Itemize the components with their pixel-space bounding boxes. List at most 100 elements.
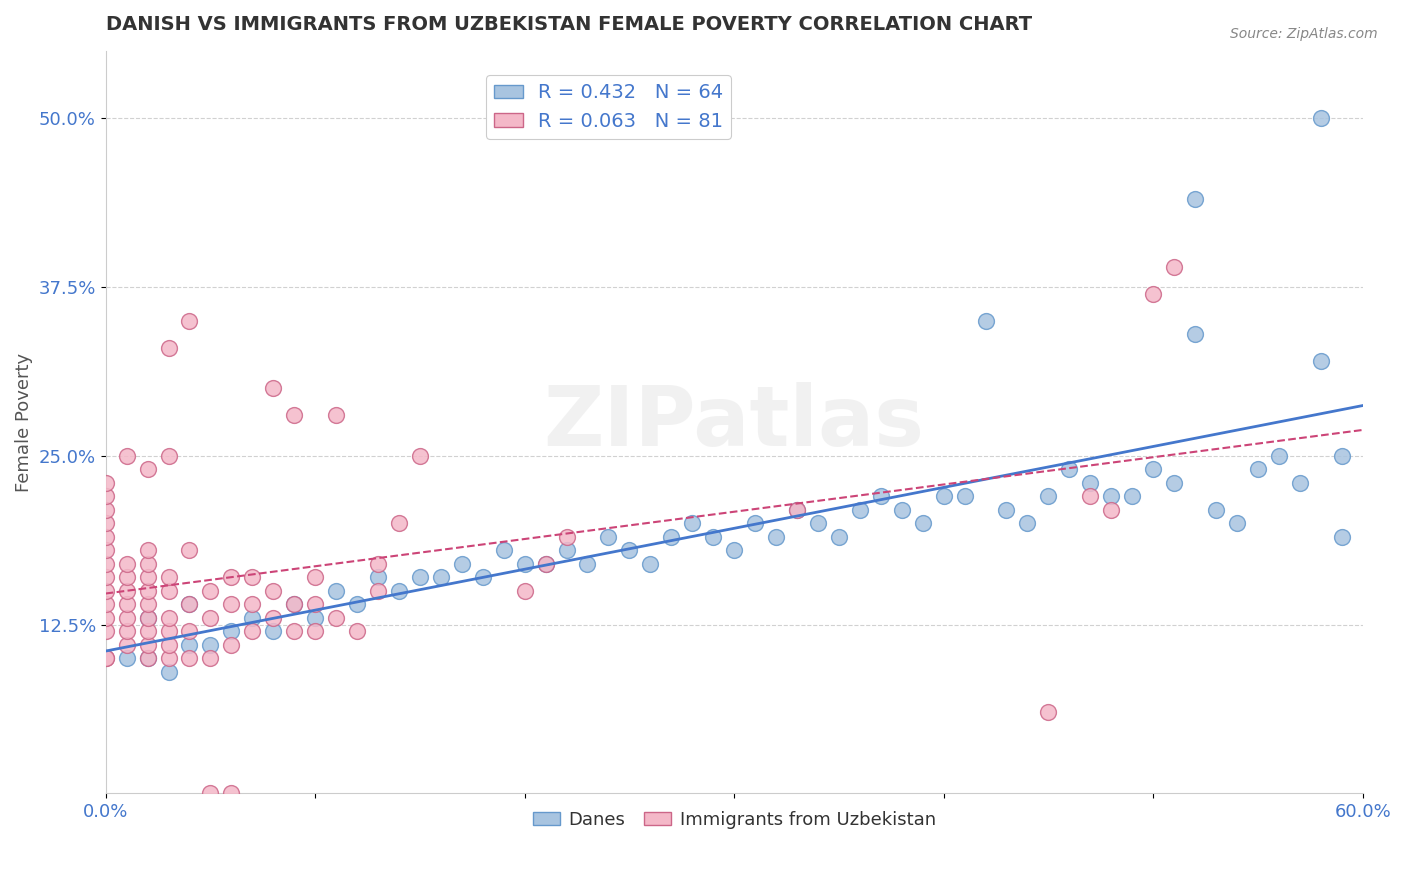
Text: ZIPatlas: ZIPatlas (544, 382, 925, 463)
Point (1330, 449, 1353, 463)
Point (136, 651, 159, 665)
Point (136, 611, 159, 625)
Point (974, 314, 997, 328)
Point (115, 449, 138, 463)
Point (157, 449, 180, 463)
Point (179, 651, 201, 665)
Point (367, 583, 389, 598)
Point (240, 598, 263, 612)
Point (1268, 449, 1291, 463)
Point (388, 583, 411, 598)
Point (157, 665, 180, 679)
Point (995, 503, 1018, 517)
Point (367, 570, 389, 584)
Point (283, 598, 305, 612)
Point (786, 503, 808, 517)
Point (136, 598, 159, 612)
Point (240, 570, 263, 584)
Point (94, 611, 117, 625)
Point (157, 651, 180, 665)
Point (1099, 503, 1122, 517)
Point (555, 543, 578, 558)
Point (179, 598, 201, 612)
Point (513, 557, 536, 571)
Point (534, 557, 557, 571)
Point (304, 570, 326, 584)
Point (115, 611, 138, 625)
Point (492, 543, 515, 558)
Point (430, 570, 453, 584)
Point (200, 786, 222, 800)
Point (136, 570, 159, 584)
Point (283, 598, 305, 612)
Point (94, 503, 117, 517)
Point (200, 583, 222, 598)
Point (157, 583, 180, 598)
Point (179, 598, 201, 612)
Point (513, 583, 536, 598)
Point (200, 611, 222, 625)
Point (115, 598, 138, 612)
Point (471, 570, 494, 584)
Point (262, 381, 284, 395)
Point (1205, 503, 1227, 517)
Point (221, 624, 243, 639)
Point (1121, 489, 1143, 503)
Point (94, 624, 117, 639)
Point (94, 516, 117, 531)
Point (179, 543, 201, 558)
Point (157, 570, 180, 584)
Point (157, 624, 180, 639)
Point (136, 543, 159, 558)
Point (1163, 260, 1185, 274)
Point (1078, 475, 1101, 490)
Point (240, 624, 263, 639)
Point (1142, 462, 1164, 476)
Point (388, 516, 411, 531)
Point (200, 651, 222, 665)
Point (723, 543, 745, 558)
Point (136, 651, 159, 665)
Point (890, 503, 912, 517)
Point (1059, 462, 1081, 476)
Point (1330, 530, 1353, 544)
Point (179, 638, 201, 652)
Text: DANISH VS IMMIGRANTS FROM UZBEKISTAN FEMALE POVERTY CORRELATION CHART: DANISH VS IMMIGRANTS FROM UZBEKISTAN FEM… (105, 15, 1032, 34)
Point (325, 409, 347, 423)
Point (157, 611, 180, 625)
Point (1184, 327, 1206, 342)
Point (869, 489, 891, 503)
Point (1226, 516, 1249, 531)
Point (304, 598, 326, 612)
Point (555, 530, 578, 544)
Point (409, 570, 432, 584)
Point (157, 638, 180, 652)
Point (576, 557, 599, 571)
Point (911, 516, 934, 531)
Point (450, 557, 472, 571)
Point (262, 583, 284, 598)
Point (115, 583, 138, 598)
Point (262, 624, 284, 639)
Point (115, 651, 138, 665)
Point (136, 462, 159, 476)
Point (157, 341, 180, 355)
Point (1142, 286, 1164, 301)
Point (1184, 192, 1206, 206)
Point (136, 638, 159, 652)
Point (1017, 516, 1039, 531)
Point (115, 624, 138, 639)
Point (681, 516, 703, 531)
Point (179, 314, 201, 328)
Point (325, 611, 347, 625)
Point (1247, 462, 1270, 476)
Point (304, 624, 326, 639)
Point (115, 638, 138, 652)
Point (136, 557, 159, 571)
Point (849, 503, 872, 517)
Point (1038, 489, 1060, 503)
Point (221, 598, 243, 612)
Point (409, 449, 432, 463)
Point (932, 489, 955, 503)
Text: Source: ZipAtlas.com: Source: ZipAtlas.com (1230, 27, 1378, 41)
